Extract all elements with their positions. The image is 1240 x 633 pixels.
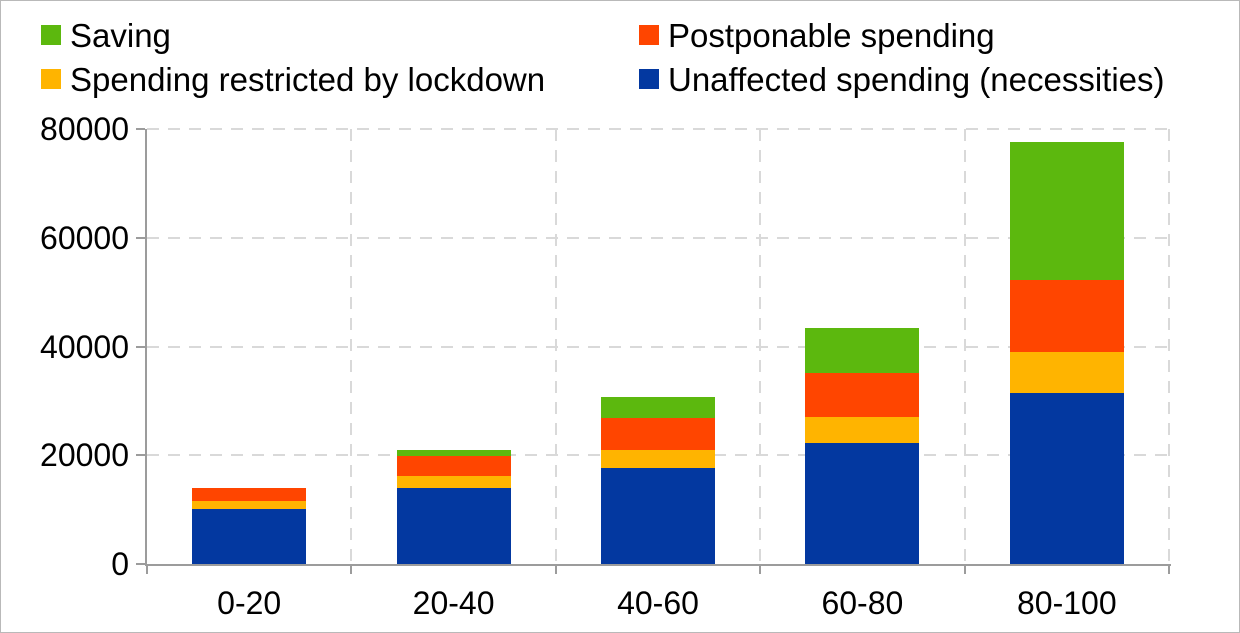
legend-item-unaffected: Unaffected spending (necessities) [639,63,1165,96]
bar-segment-saving-80-100 [1009,142,1124,281]
bar-segment-unaffected-80-100 [1009,393,1124,564]
bar-segment-postponable-20-40 [396,455,511,476]
bar-segment-postponable-40-60 [601,418,715,450]
gridline-y-80000 [147,128,1169,130]
y-axis-tick-20000 [136,454,145,457]
x-axis-label-40-60: 40-60 [617,585,699,621]
postponable-swatch-icon [639,25,659,45]
y-axis-tick-80000 [136,128,145,130]
legend-item-saving: Saving [41,19,639,52]
y-axis-tick-40000 [136,345,145,348]
bar-40-60 [601,397,715,564]
bar-80-100 [1009,142,1124,564]
bar-20-40 [396,449,511,564]
legend-item-postponable: Postponable spending [639,19,1165,52]
bar-segment-unaffected-60-80 [805,442,920,564]
gridline-x-boundary-5 [1168,129,1170,564]
x-axis-label-80-100: 80-100 [1016,585,1117,621]
x-axis-tick-1 [350,566,353,574]
x-axis-tick-0 [146,566,148,574]
x-axis-tick-5 [1168,566,1170,574]
bar-segment-restricted-40-60 [601,449,715,468]
gridline-y-60000 [147,236,1169,239]
y-axis-label-0: 0 [111,546,129,582]
legend-label-saving: Saving [70,16,171,54]
x-axis-tick-3 [759,566,762,574]
x-axis-label-0-20: 0-20 [217,585,282,621]
restricted-swatch-icon [41,69,61,89]
bar-segment-restricted-20-40 [396,475,511,488]
legend-item-restricted: Spending restricted by lockdown [41,63,639,96]
y-axis-label-20000: 20000 [40,437,129,474]
legend-label-postponable: Postponable spending [668,16,995,54]
gridline-x-boundary-1 [350,129,353,564]
bar-segment-unaffected-0-20 [192,509,307,564]
y-axis-tick-60000 [136,236,145,239]
bar-segment-postponable-0-20 [192,488,307,501]
unaffected-swatch-icon [639,69,659,89]
x-axis-label-20-40: 20-40 [412,585,495,621]
bar-segment-saving-40-60 [601,397,715,419]
y-axis-tick-0 [136,563,145,565]
bar-60-80 [805,328,920,564]
gridline-x-boundary-2 [554,129,557,564]
y-axis-label-80000: 80000 [40,111,129,147]
saving-swatch-icon [41,25,61,45]
chart-legend: Saving Postponable spending Spending restr… [41,13,1165,101]
y-axis-line [145,129,147,566]
gridline-y-40000 [147,345,1169,348]
bar-segment-postponable-80-100 [1009,280,1124,352]
y-axis-label-40000: 40000 [40,328,129,365]
bar-segment-saving-20-40 [396,449,511,456]
plot-area [136,128,1171,574]
bar-segment-unaffected-20-40 [396,487,511,564]
x-axis-label-60-80: 60-80 [821,585,904,621]
x-axis-tick-4 [963,566,966,574]
bar-segment-postponable-60-80 [805,373,920,418]
x-axis-tick-2 [554,566,557,574]
x-axis-line [145,564,1171,566]
bar-segment-saving-60-80 [805,328,920,374]
bar-segment-restricted-60-80 [805,417,920,443]
bar-segment-unaffected-40-60 [601,467,715,564]
bar-segment-restricted-0-20 [192,500,307,510]
gridline-x-boundary-4 [963,129,966,564]
gridline-x-boundary-3 [759,129,762,564]
bar-0-20 [192,488,307,564]
y-axis-label-60000: 60000 [40,219,129,256]
legend-label-restricted: Spending restricted by lockdown [70,60,546,98]
legend-label-unaffected: Unaffected spending (necessities) [668,60,1165,98]
bar-segment-restricted-80-100 [1009,351,1124,394]
